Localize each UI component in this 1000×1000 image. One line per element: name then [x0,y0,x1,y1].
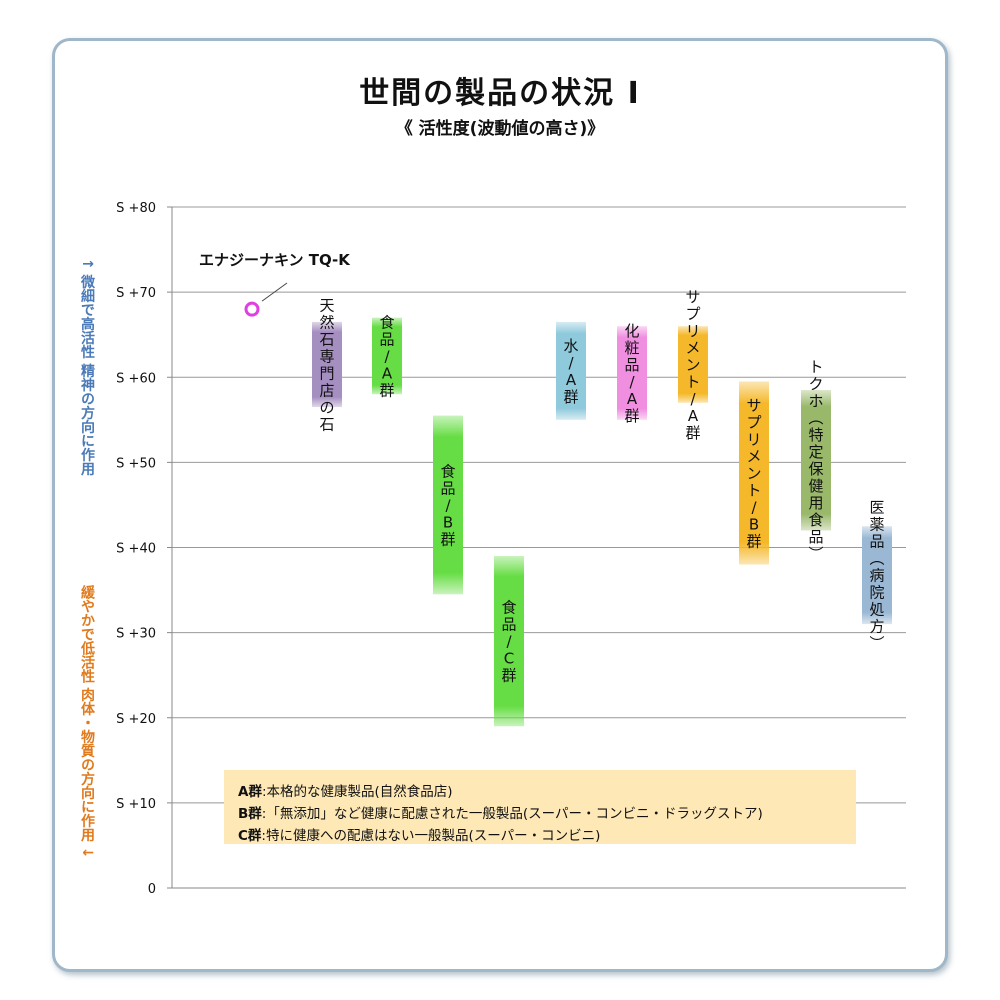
range-bar [617,326,647,420]
highlight-point [244,301,260,317]
y-tick-label: S +50 [116,456,156,471]
range-bar [312,321,342,408]
chart-title: 世間の製品の状況 Ⅰ [359,76,641,111]
range-bar [494,556,524,727]
y-axis-label-top: ↑ 微細で高活性 精神の方向に作用 [79,258,95,476]
y-tick-label: S +60 [116,371,156,386]
bar-label: 食品/A 群 [379,313,394,399]
range-bar [433,415,463,595]
bar-label: 食品/C 群 [501,599,516,685]
range-bar [801,390,831,531]
y-tick-label: S +70 [116,286,156,301]
highlight-point-label: エナジーナキン TQ-K [199,251,351,269]
y-axis-label-bottom: 緩やかで低活性 肉体・物質の方向に作用 ↓ [79,585,95,859]
callout-line [261,282,288,302]
y-tick-label: S +10 [116,797,156,812]
range-bar [372,317,402,395]
legend-item-c: C群:特に健康への配慮はない一般製品(スーパー・コンビニ) [238,828,601,844]
range-bar [862,526,892,625]
chart-subtitle: 《 活性度(波動値の高さ)》 [395,119,605,139]
y-tick-label: S +80 [116,201,156,216]
bar-label: 天然石専門店の石 [319,296,334,433]
bar-label: サプリメント/A 群 [685,288,700,442]
range-bar [556,321,586,420]
bar-label: 医薬品︵病院処方︶ [869,499,884,653]
range-bar [678,326,708,403]
bar-label: 化粧品/A 群 [624,322,639,425]
legend-box [224,770,856,844]
y-tick-label: S +20 [116,712,156,727]
legend-item-a: A群:本格的な健康製品(自然食品店) [238,784,453,800]
bar-label: 食品/B 群 [440,462,455,548]
range-bar [739,381,769,565]
y-tick-label: S +30 [116,627,156,642]
y-tick-label: 0 [148,882,156,897]
bar-label: トクホ︵特定保健用食品︶ [808,358,823,563]
bar-label: サプリメント/B 群 [746,397,761,551]
bar-label: 水/A 群 [563,337,578,406]
y-tick-label: S +40 [116,542,156,557]
legend-item-b: B群:「無添加」など健康に配慮された一般製品(スーパー・コンビニ・ドラッグストア… [238,806,763,822]
